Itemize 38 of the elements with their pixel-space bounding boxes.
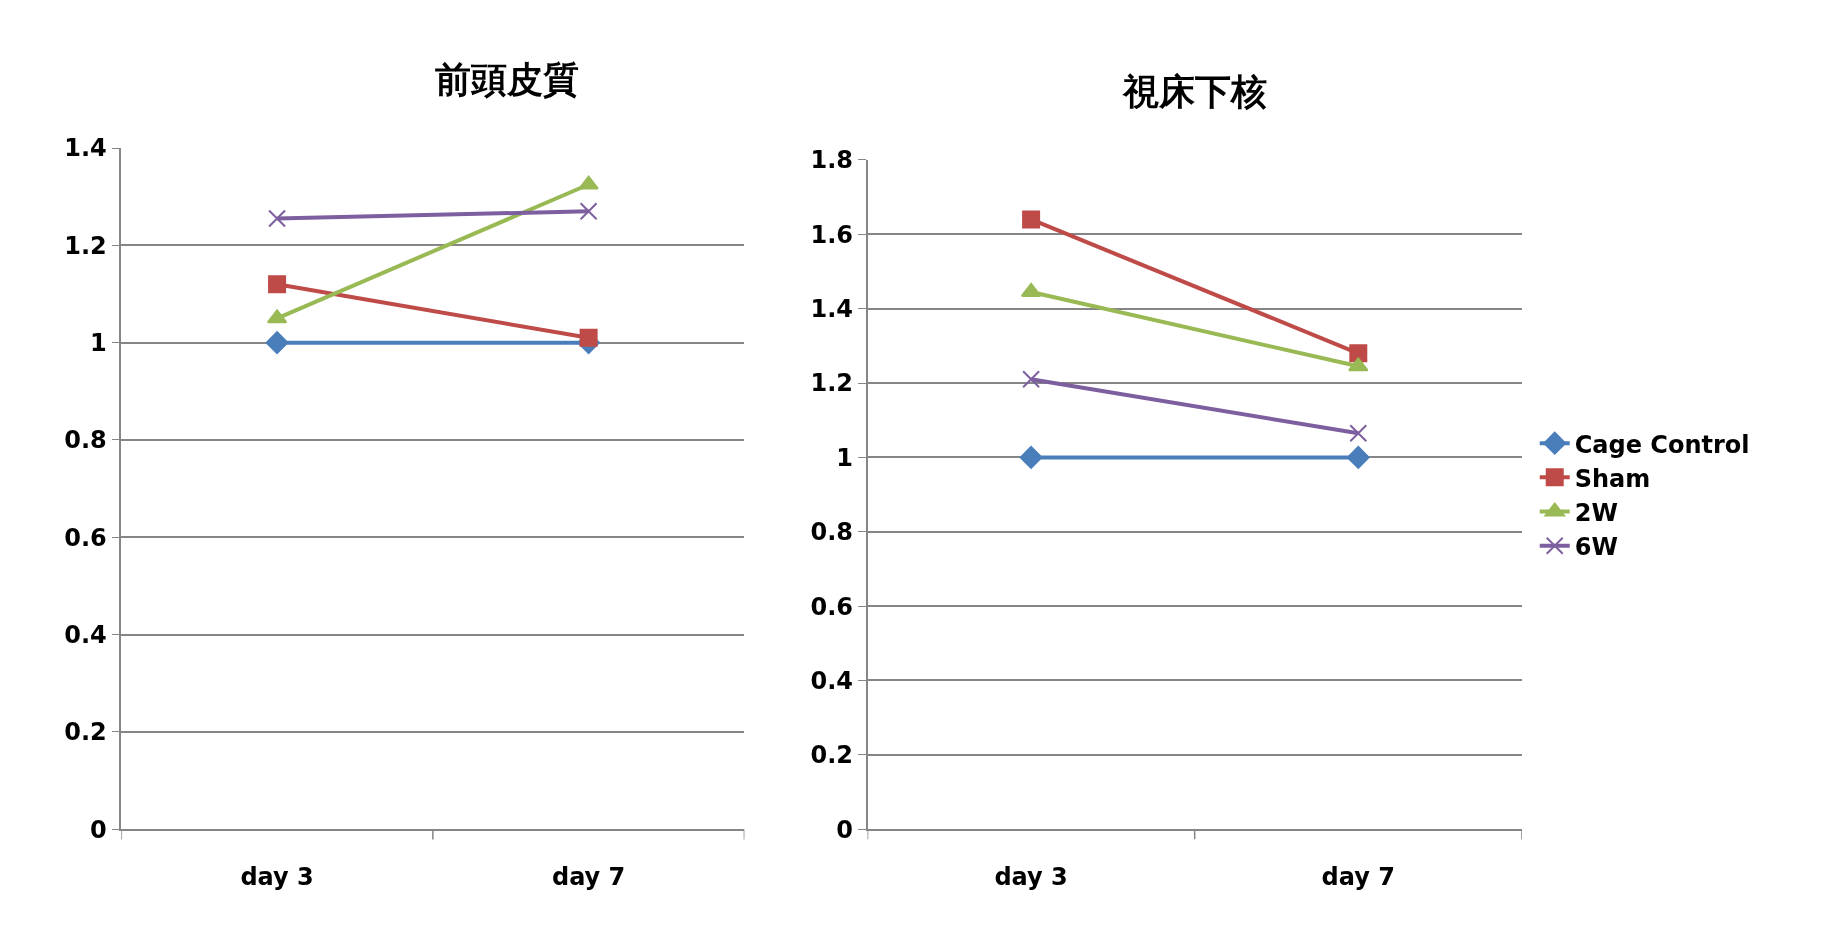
y-tick-label: 1.2 — [810, 369, 853, 398]
y-tick-label: 1.8 — [810, 146, 853, 175]
y-tick-label: 0 — [836, 815, 853, 844]
legend-label: 6W — [1574, 533, 1618, 562]
y-tick-label: 0.8 — [810, 518, 853, 547]
y-tick-label: 1 — [836, 443, 853, 472]
point — [1022, 210, 1041, 229]
x-tick-label: day 7 — [1321, 862, 1395, 891]
legend-label: 2W — [1574, 498, 1618, 527]
y-tick-label: 0.6 — [810, 592, 853, 621]
y-tick-label: 1.4 — [64, 134, 107, 163]
point — [1022, 370, 1041, 389]
chart-title: 視床下核 — [1122, 71, 1267, 112]
chart-title: 前頭皮質 — [435, 59, 579, 100]
y-tick-label: 0.2 — [810, 741, 853, 770]
point — [268, 275, 287, 294]
point — [265, 331, 289, 355]
y-tick-label: 1.6 — [810, 220, 853, 249]
point — [1019, 445, 1043, 469]
point — [1349, 424, 1368, 443]
y-tick-label: 0.4 — [810, 666, 853, 695]
y-tick-label: 1 — [90, 329, 107, 358]
y-tick-label: 1.2 — [64, 231, 107, 260]
x-tick-label: day 3 — [240, 862, 314, 891]
y-tick-label: 0.6 — [64, 523, 107, 552]
y-tick-label: 0.8 — [64, 426, 107, 455]
legend-label: Cage Control — [1574, 430, 1750, 459]
point — [579, 328, 598, 347]
y-tick-label: 1.4 — [810, 295, 853, 324]
point — [268, 209, 287, 228]
y-tick-label: 0 — [90, 815, 107, 844]
x-tick-label: day 7 — [551, 862, 626, 891]
y-tick-label: 0.2 — [64, 718, 107, 747]
point — [579, 202, 598, 221]
point — [1346, 445, 1370, 469]
x-tick-label: day 3 — [994, 862, 1068, 891]
legend-label: Sham — [1574, 464, 1651, 493]
y-tick-label: 0.4 — [64, 620, 107, 649]
